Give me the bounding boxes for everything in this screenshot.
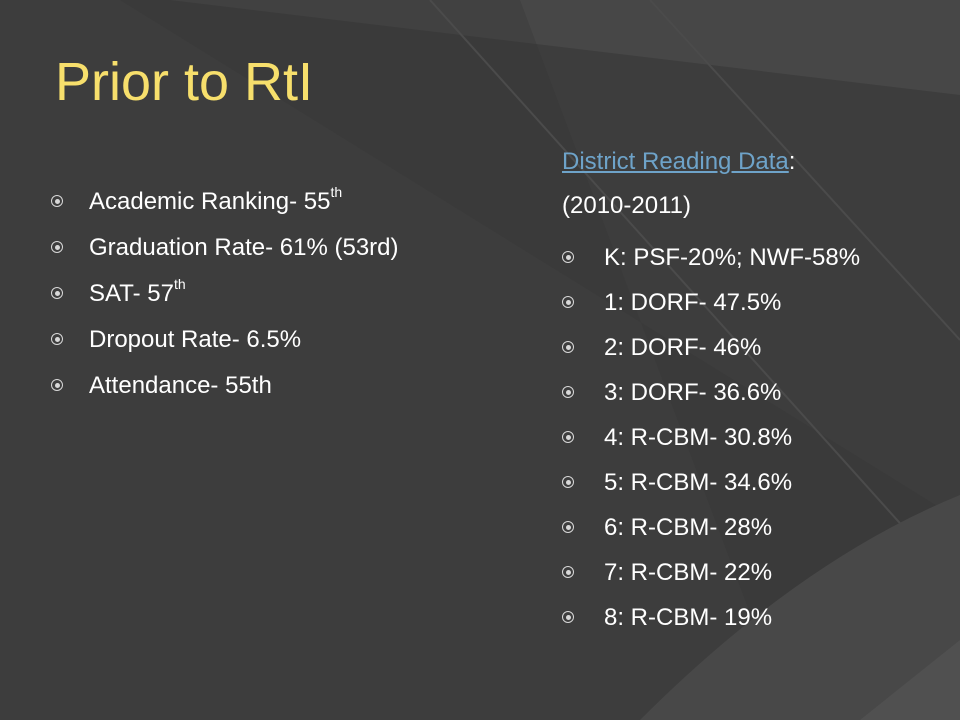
district-reading-data-link[interactable]: District Reading Data bbox=[562, 148, 789, 175]
bullet-text: 7: R-CBM- 22% bbox=[604, 559, 773, 586]
ordinal-suffix: th bbox=[173, 276, 186, 292]
list-item: Dropout Rate- 6.5% bbox=[49, 325, 519, 355]
bullet-text: 1: DORF- 47.5% bbox=[604, 289, 782, 316]
bullet-text: Dropout Rate- 6.5% bbox=[89, 326, 302, 353]
bullet-text: 2: DORF- 46% bbox=[604, 334, 762, 361]
bullet-icon bbox=[562, 431, 574, 443]
list-item: 6: R-CBM- 28% bbox=[557, 513, 897, 543]
right-heading: District Reading Data: (2010-2011) bbox=[562, 147, 942, 221]
bullet-text: 8: R-CBM- 19% bbox=[604, 604, 773, 631]
bullet-icon bbox=[51, 241, 63, 253]
background-line-2 bbox=[649, 0, 960, 341]
bullet-text: 5: R-CBM- 34.6% bbox=[604, 469, 793, 496]
bullet-icon bbox=[51, 379, 63, 391]
bullet-text: 6: R-CBM- 28% bbox=[604, 514, 773, 541]
bullet-text: K: PSF-20%; NWF-58% bbox=[604, 244, 861, 271]
right-bullet-list: K: PSF-20%; NWF-58% 1: DORF- 47.5% 2: DO… bbox=[557, 243, 897, 648]
list-item: Graduation Rate- 61% (53rd) bbox=[49, 233, 519, 263]
bullet-text: 3: DORF- 36.6% bbox=[604, 379, 782, 406]
bullet-icon bbox=[51, 287, 63, 299]
bullet-icon bbox=[562, 521, 574, 533]
list-item: K: PSF-20%; NWF-58% bbox=[557, 243, 897, 273]
bullet-icon bbox=[51, 333, 63, 345]
bullet-icon bbox=[562, 251, 574, 263]
list-item: SAT- 57th bbox=[49, 276, 519, 309]
bullet-text: Attendance- 55th bbox=[89, 372, 272, 399]
bullet-text: SAT- 57 bbox=[89, 280, 174, 307]
heading-colon: : bbox=[788, 148, 796, 175]
background-band-top bbox=[0, 0, 960, 95]
list-item: 3: DORF- 36.6% bbox=[557, 378, 897, 408]
list-item: 1: DORF- 47.5% bbox=[557, 288, 897, 318]
background-curve-lower-right bbox=[640, 495, 960, 720]
bullet-icon bbox=[562, 296, 574, 308]
list-item: 8: R-CBM- 19% bbox=[557, 603, 897, 633]
bullet-icon bbox=[562, 341, 574, 353]
bullet-icon bbox=[51, 195, 63, 207]
list-item: Attendance- 55th bbox=[49, 371, 519, 401]
ordinal-suffix: th bbox=[330, 184, 343, 200]
left-bullet-list: Academic Ranking- 55th Graduation Rate- … bbox=[49, 184, 519, 417]
list-item: 7: R-CBM- 22% bbox=[557, 558, 897, 588]
list-item: 5: R-CBM- 34.6% bbox=[557, 468, 897, 498]
list-item: Academic Ranking- 55th bbox=[49, 184, 519, 217]
background-line-1 bbox=[429, 0, 960, 591]
bullet-text: Graduation Rate- 61% (53rd) bbox=[89, 234, 399, 261]
background-diagonal-shade bbox=[120, 0, 960, 720]
bullet-text: Academic Ranking- 55 bbox=[89, 188, 331, 215]
list-item: 4: R-CBM- 30.8% bbox=[557, 423, 897, 453]
slide-title: Prior to RtI bbox=[55, 52, 314, 112]
background-corner-lower-right bbox=[860, 640, 960, 720]
bullet-icon bbox=[562, 566, 574, 578]
bullet-icon bbox=[562, 611, 574, 623]
bullet-icon bbox=[562, 476, 574, 488]
heading-line: District Reading Data: bbox=[562, 147, 942, 177]
bullet-icon bbox=[562, 386, 574, 398]
bullet-text: 4: R-CBM- 30.8% bbox=[604, 424, 793, 451]
list-item: 2: DORF- 46% bbox=[557, 333, 897, 363]
year-range: (2010-2011) bbox=[562, 192, 691, 219]
